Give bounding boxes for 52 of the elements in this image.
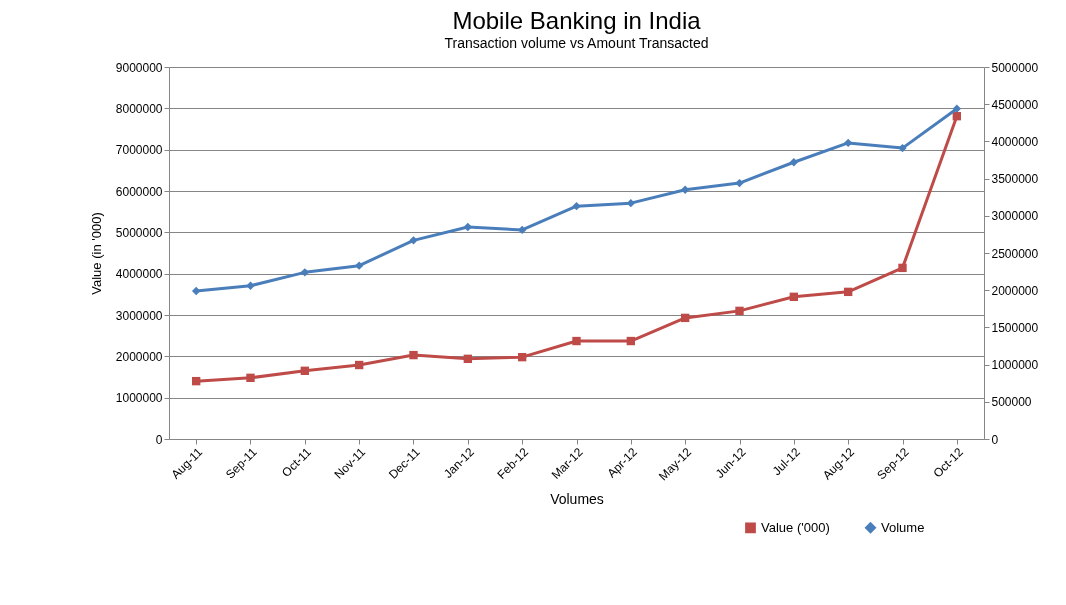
y-tick-label: 0 bbox=[155, 432, 163, 447]
y-tick-label: 7000000 bbox=[115, 143, 163, 158]
y-tick-label: 6000000 bbox=[115, 184, 163, 199]
point bbox=[246, 281, 255, 290]
point bbox=[843, 138, 853, 148]
y-tick-label: 5000000 bbox=[115, 225, 163, 240]
y2-tick-label: 2000000 bbox=[991, 283, 1039, 298]
y-tick-label: 9000000 bbox=[115, 60, 163, 75]
legend-label: Value ('000) bbox=[761, 519, 830, 535]
point bbox=[898, 143, 907, 153]
point bbox=[191, 376, 201, 386]
point bbox=[246, 373, 255, 383]
y-tick-label: 2000000 bbox=[115, 349, 163, 364]
point bbox=[735, 178, 744, 188]
point bbox=[409, 236, 418, 245]
point bbox=[354, 360, 364, 370]
point bbox=[463, 354, 473, 363]
x-axis-title: Volumes bbox=[550, 490, 604, 507]
point bbox=[572, 201, 581, 211]
point bbox=[626, 336, 636, 346]
y2-tick-label: 3000000 bbox=[991, 209, 1039, 224]
y2-tick-label: 3500000 bbox=[991, 172, 1039, 187]
point bbox=[789, 158, 799, 167]
y2-tick-label: 4500000 bbox=[991, 97, 1039, 112]
y2-tick-label: 2500000 bbox=[991, 246, 1039, 261]
y2-tick-label: 5000000 bbox=[991, 60, 1039, 75]
y-tick-label: 8000000 bbox=[115, 101, 163, 116]
point bbox=[680, 313, 690, 323]
chart-title: Mobile Banking in India bbox=[452, 7, 702, 34]
y2-tick-label: 500000 bbox=[991, 395, 1032, 410]
legend-label: Volume bbox=[881, 519, 925, 535]
point bbox=[300, 366, 310, 375]
point bbox=[898, 263, 907, 273]
point bbox=[354, 261, 364, 270]
point bbox=[409, 350, 418, 360]
y2-tick-label: 1500000 bbox=[991, 320, 1039, 335]
y-tick-label: 3000000 bbox=[115, 308, 163, 323]
y2-tick-label: 1000000 bbox=[991, 358, 1039, 373]
point bbox=[735, 306, 744, 316]
y-axis-title: Value (in '000) bbox=[88, 212, 104, 295]
point bbox=[517, 352, 527, 362]
point bbox=[680, 185, 690, 194]
y-tick-label: 4000000 bbox=[115, 267, 163, 282]
y2-tick-label: 4000000 bbox=[991, 134, 1039, 149]
point bbox=[843, 287, 853, 297]
point bbox=[191, 286, 201, 296]
point bbox=[789, 292, 799, 301]
chart-subtitle: Transaction volume vs Amount Transacted bbox=[444, 35, 709, 51]
point bbox=[572, 336, 581, 346]
point bbox=[952, 104, 962, 113]
y-tick-label: 1000000 bbox=[115, 391, 163, 406]
y2-tick-label: 0 bbox=[991, 432, 999, 447]
